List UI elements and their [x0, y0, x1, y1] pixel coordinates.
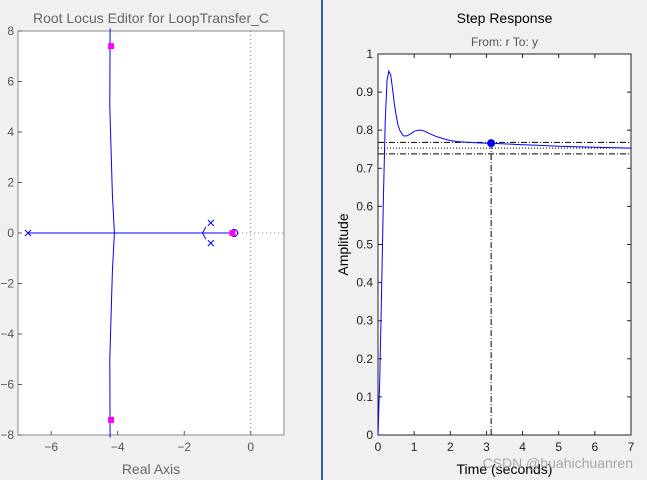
y-tick-label: −8: [0, 428, 14, 442]
y-tick-label: 0.5: [356, 238, 373, 252]
plot-area: [377, 53, 632, 436]
x-tick-label: 3: [483, 440, 490, 454]
step-response-title: Step Response: [457, 10, 553, 26]
closed-loop-pole[interactable]: [229, 230, 236, 236]
root-locus-xlabel: Real Axis: [122, 461, 180, 477]
settling-time-marker[interactable]: [487, 139, 496, 148]
step-response-ylabel: Amplitude: [335, 213, 351, 275]
step-response-curve[interactable]: [377, 69, 632, 436]
step-response-xlabel: Time (seconds): [457, 461, 553, 477]
panel-divider[interactable]: [321, 0, 323, 480]
step-response-subtitle: From: r To: y: [471, 35, 538, 49]
x-tick-label: −6: [44, 440, 58, 454]
y-tick-label: −6: [0, 378, 14, 392]
root-locus-panel: −6 −4 −2 0 −8 −6 −4 −2 0 2 4 6 8 Root Locus Editor fo…: [0, 0, 321, 480]
x-tick-label: −2: [177, 440, 191, 454]
y-tick-label: −4: [0, 327, 14, 341]
y-tick-label: 0.8: [356, 123, 373, 137]
x-tick-label: 2: [447, 440, 454, 454]
step-response-panel: 0 1 2 3 4 5 6 7 0 0.1 0.2 0.3 0.4 0.5 0.6 0.7 0.8 0.9 1 Ste…: [323, 0, 647, 480]
y-tick-label: 2: [7, 176, 14, 190]
x-tick-label: 0: [247, 440, 254, 454]
y-tick-label: −2: [0, 277, 14, 291]
y-tick-label: 0.3: [356, 314, 373, 328]
x-tick-label: 5: [555, 440, 562, 454]
y-tick-label: 0.9: [356, 85, 373, 99]
y-tick-label: 0.4: [356, 276, 373, 290]
locus-branch-3[interactable]: [201, 226, 207, 240]
y-tick-label: 0.1: [356, 390, 373, 404]
y-tick-label: 0: [7, 226, 14, 240]
watermark-text: CSDN @huahichuanren: [483, 455, 633, 471]
x-tick-label: 6: [592, 440, 599, 454]
x-tick-label: 7: [628, 440, 635, 454]
y-tick-label: 0.6: [356, 199, 373, 213]
closed-loop-pole[interactable]: [108, 43, 115, 50]
step-response-chart[interactable]: 0 1 2 3 4 5 6 7 0 0.1 0.2 0.3 0.4 0.5 0.6 0.7 0.8 0.9 1 Ste…: [323, 0, 647, 480]
root-locus-chart[interactable]: −6 −4 −2 0 −8 −6 −4 −2 0 2 4 6 8 Root Locus Editor fo…: [0, 0, 321, 480]
open-loop-pole[interactable]: [207, 219, 215, 227]
open-loop-pole[interactable]: [24, 229, 32, 237]
open-loop-pole[interactable]: [207, 239, 215, 247]
y-tick-label: 8: [7, 24, 14, 38]
y-tick-label: 4: [7, 125, 14, 139]
root-locus-title: Root Locus Editor for LoopTransfer_C: [33, 10, 269, 26]
x-tick-label: 4: [519, 440, 526, 454]
y-tick-label: 0.7: [356, 161, 373, 175]
y-tick-label: 1: [366, 47, 373, 61]
y-tick-label: 0.2: [356, 352, 373, 366]
closed-loop-pole[interactable]: [108, 416, 115, 423]
x-tick-label: 0: [375, 440, 382, 454]
y-tick-label: 0: [366, 428, 373, 442]
locus-branch-2[interactable]: [109, 28, 115, 438]
x-tick-label: 1: [411, 440, 418, 454]
x-tick-label: −4: [111, 440, 125, 454]
y-tick-label: 6: [7, 75, 14, 89]
